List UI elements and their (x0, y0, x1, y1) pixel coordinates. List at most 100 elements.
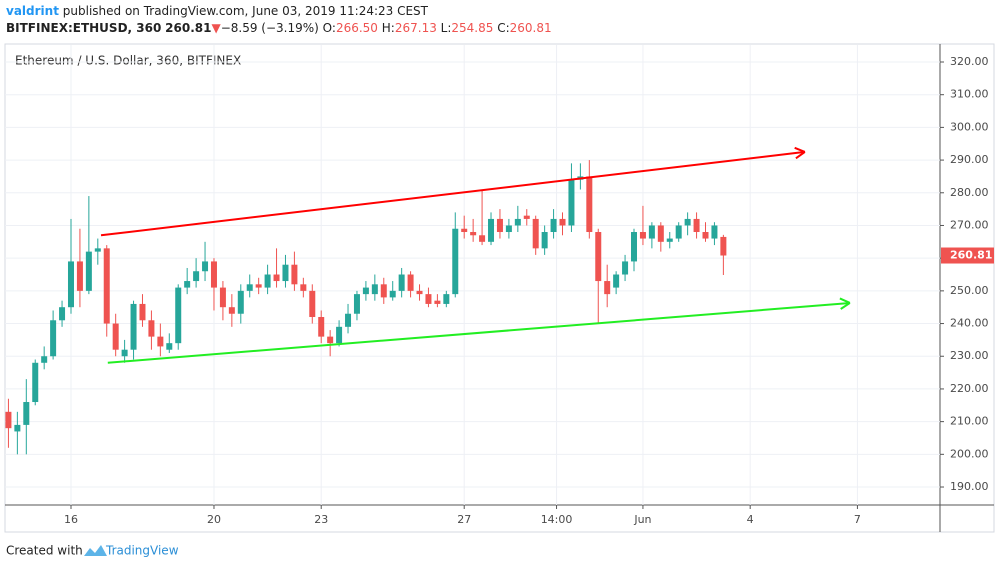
candle-body (622, 261, 629, 275)
arrow-head (795, 151, 806, 160)
ohlc-value: 260.81 (509, 21, 552, 35)
price: 260.81 (165, 21, 212, 35)
candle-body (568, 179, 575, 226)
candle-body (255, 284, 262, 288)
candle-body (702, 232, 709, 239)
candle-body (479, 235, 486, 242)
candle-body (184, 281, 191, 288)
candle-body (32, 362, 39, 403)
candle-body (85, 251, 92, 291)
header-line: valdrint published on TradingView.com, J… (6, 4, 428, 18)
candle-body (309, 290, 316, 318)
arrow: ▼ (211, 21, 221, 35)
candle-body (639, 232, 646, 239)
candle-body (613, 274, 620, 288)
candle-body (273, 274, 280, 282)
last-price-box (941, 247, 994, 264)
candle-body (121, 349, 128, 357)
published: published on TradingView.com, June 03, 2… (62, 4, 428, 18)
y-tick-label: 200.00 (950, 447, 989, 460)
candle-body (684, 218, 691, 226)
y-tick-label: 290.00 (950, 153, 989, 166)
candle-body (23, 402, 30, 425)
candle-body (523, 215, 530, 219)
arrow-head (840, 302, 851, 310)
candle-body (505, 225, 512, 233)
candle-body (657, 225, 664, 242)
y-tick-label: 220.00 (950, 382, 989, 395)
candle-body (470, 232, 477, 236)
candle-body (327, 336, 334, 344)
candle-body (711, 225, 718, 239)
candle-body (675, 225, 682, 239)
candle-body (407, 274, 414, 291)
y-tick-label: 270.00 (950, 218, 989, 231)
candle-body (720, 236, 727, 256)
candle-body (389, 290, 396, 298)
y-tick-label: 320.00 (950, 55, 989, 68)
y-tick-label: 300.00 (950, 120, 989, 133)
candle-body (112, 323, 119, 350)
candle-body (237, 290, 244, 314)
y-tick-label: 210.00 (950, 415, 989, 428)
ohlc-value: 254.85 (451, 21, 494, 35)
candle-body (631, 232, 638, 262)
candle-body (67, 261, 74, 308)
candle-body (425, 294, 432, 304)
candle-body (496, 218, 503, 233)
x-tick-label: 23 (314, 513, 328, 526)
candle-body (130, 303, 137, 350)
ohlc-value: 267.13 (394, 21, 437, 35)
change: −8.59 (−3.19%) (220, 21, 319, 35)
candle-body (157, 336, 164, 347)
candle-body (166, 343, 173, 350)
candle-body (362, 287, 369, 295)
candle-body (371, 284, 378, 295)
user[interactable]: valdrint (6, 4, 59, 18)
candle-body (14, 424, 21, 432)
x-tick-label: 20 (207, 513, 221, 526)
arrow-head (839, 297, 851, 304)
candle-body (604, 281, 611, 295)
footer-brand[interactable]: TradingView (105, 544, 179, 558)
candle-body (59, 307, 66, 321)
footer-text: Created with (6, 544, 83, 558)
candle-body (50, 320, 57, 357)
candle-body (345, 313, 352, 327)
candle-body (461, 228, 468, 233)
candle-body (103, 248, 110, 324)
candle-body (416, 290, 423, 295)
candle-body (228, 307, 235, 314)
y-tick-label: 240.00 (950, 317, 989, 330)
symbol: BITFINEX:ETHUSD, 360 (6, 21, 162, 35)
candle-body (488, 218, 495, 242)
candle-body (693, 218, 700, 233)
candle-body (5, 411, 12, 429)
candle-body (666, 238, 673, 242)
candle-body (380, 284, 387, 298)
candle-body (514, 218, 521, 226)
candle-body (264, 274, 271, 288)
x-tick-label: Jun (633, 513, 651, 526)
logo[interactable] (84, 545, 107, 556)
candle-body (246, 284, 253, 291)
ohlc-value: 266.50 (335, 21, 378, 35)
y-tick-label: 230.00 (950, 349, 989, 362)
y-tick-label: 310.00 (950, 88, 989, 101)
candle-body (648, 225, 655, 239)
arrow-head (794, 146, 806, 153)
candle-body (336, 326, 343, 344)
x-tick-label: 7 (854, 513, 861, 526)
trend-line (107, 301, 850, 364)
candle-body (210, 261, 217, 288)
y-tick-label: 280.00 (950, 186, 989, 199)
candle-body (595, 232, 602, 282)
candle-body (193, 271, 200, 282)
candle-body (300, 284, 307, 291)
candle-body (219, 287, 226, 308)
candle-body (586, 176, 593, 233)
candle-body (41, 356, 48, 363)
y-tick-label: 190.00 (950, 480, 989, 493)
